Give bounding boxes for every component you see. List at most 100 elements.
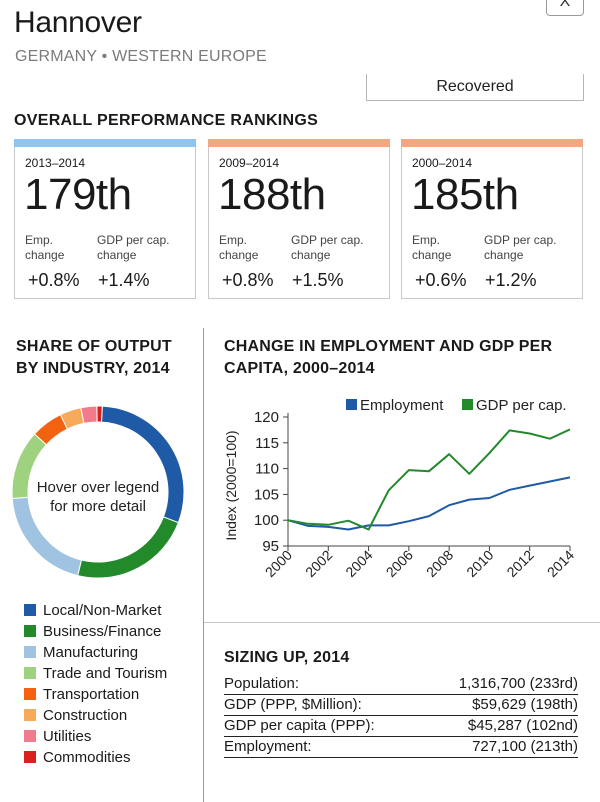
legend-item[interactable]: Utilities — [24, 729, 91, 749]
emp-change-label: Emp. change — [25, 233, 65, 262]
x-tick-label: 2010 — [463, 547, 496, 580]
legend-label: Construction — [43, 707, 128, 724]
donut-slice — [80, 405, 98, 425]
gdp-change-label: GDP per cap. change — [97, 233, 170, 262]
legend-label: Commodities — [43, 749, 131, 766]
legend-label: Trade and Tourism — [43, 665, 168, 682]
sizing-value: 727,100 (213th) — [472, 738, 578, 755]
legend-item[interactable]: Manufacturing — [24, 645, 138, 665]
gdp-change-value: +1.5% — [292, 270, 344, 290]
legend-swatch — [24, 730, 36, 742]
x-tick-label: 2002 — [302, 547, 335, 580]
gdp-change-label: GDP per cap. change — [291, 233, 364, 262]
x-tick-label: 2006 — [383, 547, 416, 580]
change-title-line1: CHANGE IN EMPLOYMENT AND GDP PER — [224, 338, 553, 355]
share-of-output-title: SHARE OF OUTPUT BY INDUSTRY, 2014 — [16, 336, 172, 380]
share-title-line1: SHARE OF OUTPUT — [16, 338, 172, 355]
series-line-gdp-per-cap — [287, 428, 571, 531]
employment-gdp-line-chart: Employment GDP per cap. 95 100 105 110 115 120 I… — [223, 397, 577, 580]
legend-swatch — [24, 688, 36, 700]
ranking-card-2009-2014: 2009–2014 188th Emp. change GDP per cap.… — [208, 139, 390, 299]
emp-change-label: Emp. change — [219, 233, 259, 262]
change-chart-title: CHANGE IN EMPLOYMENT AND GDP PER CAPITA,… — [224, 336, 552, 380]
emp-change-label: Emp. change — [412, 233, 452, 262]
emp-change-value: +0.6% — [415, 270, 467, 290]
y-tick-label: 105 — [254, 486, 279, 503]
x-tick-label: 2012 — [503, 547, 536, 580]
legend-item[interactable]: Business/Finance — [24, 624, 161, 644]
card-accent-bar — [14, 139, 196, 147]
gdp-change-value: +1.2% — [485, 270, 537, 290]
chart-legend-swatch — [462, 399, 473, 410]
emp-change-value: +0.8% — [28, 270, 80, 290]
card-rank: 179th — [24, 170, 132, 219]
y-tick-label: 120 — [254, 409, 279, 426]
close-button[interactable]: X — [546, 0, 584, 16]
sizing-row-population: Population: 1,316,700 (233rd) — [224, 674, 578, 695]
legend-label: Utilities — [43, 728, 92, 745]
y-tick-label: 115 — [255, 435, 279, 452]
chart-legend-label: GDP per cap. — [476, 397, 567, 414]
legend-swatch — [24, 604, 36, 616]
legend-swatch — [24, 667, 36, 679]
legend-swatch — [24, 709, 36, 721]
chart-legend-label: Employment — [360, 397, 444, 414]
x-tick-label: 2004 — [342, 547, 375, 580]
hover-hint-line2: for more detail — [50, 498, 146, 515]
sizing-label: Employment: — [224, 738, 312, 755]
legend-item[interactable]: Local/Non-Market — [24, 603, 161, 623]
sizing-label: GDP (PPP, $Million): — [224, 696, 362, 713]
card-accent-bar — [208, 139, 390, 147]
legend-item[interactable]: Transportation — [24, 687, 139, 707]
legend-label: Transportation — [43, 686, 140, 703]
donut-slice — [77, 516, 180, 579]
emp-change-value: +0.8% — [222, 270, 274, 290]
status-badge: Recovered — [366, 74, 584, 101]
donut-slice — [96, 405, 103, 423]
x-tick-label: 2014 — [544, 547, 577, 580]
legend-label: Business/Finance — [43, 623, 162, 640]
ranking-card-2000-2014: 2000–2014 185th Emp. change GDP per cap.… — [401, 139, 583, 299]
gdp-change-label: GDP per cap. change — [484, 233, 557, 262]
sizing-value: $59,629 (198th) — [472, 696, 578, 713]
gdp-change-value: +1.4% — [98, 270, 150, 290]
card-rank: 188th — [218, 170, 326, 219]
page-subtitle: GERMANY • WESTERN EUROPE — [15, 48, 267, 65]
page-title: Hannover — [14, 6, 142, 39]
card-period: 2000–2014 — [412, 156, 473, 170]
sizing-up-title: SIZING UP, 2014 — [224, 649, 350, 666]
y-tick-label: 110 — [255, 461, 279, 478]
y-tick-label: 100 — [254, 512, 279, 529]
legend-item[interactable]: Commodities — [24, 750, 131, 770]
legend-swatch — [24, 751, 36, 763]
card-period: 2009–2014 — [219, 156, 280, 170]
hover-hint-line1: Hover over legend — [36, 479, 160, 496]
sizing-row-gdp: GDP (PPP, $Million): $59,629 (198th) — [224, 695, 578, 716]
y-tick-label: 95 — [262, 538, 279, 555]
x-tick-label: 2008 — [423, 547, 456, 580]
legend-label: Manufacturing — [43, 644, 139, 661]
sizing-value: 1,316,700 (233rd) — [458, 675, 578, 692]
ranking-card-2013-2014: 2013–2014 179th Emp. change GDP per cap.… — [14, 139, 196, 299]
legend-item[interactable]: Trade and Tourism — [24, 666, 167, 686]
chart-legend-swatch — [346, 399, 357, 410]
change-title-line2: CAPITA, 2000–2014 — [224, 360, 375, 377]
legend-label: Local/Non-Market — [43, 602, 162, 619]
series-line-employment — [287, 476, 571, 531]
share-title-line2: BY INDUSTRY, 2014 — [16, 360, 170, 377]
card-rank: 185th — [411, 170, 519, 219]
donut-hover-hint: Hover over legend for more detail — [26, 478, 170, 516]
card-accent-bar — [401, 139, 583, 147]
legend-swatch — [24, 646, 36, 658]
sizing-row-gdp-per-capita: GDP per capita (PPP): $45,287 (102nd) — [224, 716, 578, 737]
sizing-label: GDP per capita (PPP): — [224, 717, 375, 734]
y-axis-label: Index (2000=100) — [223, 430, 239, 540]
card-period: 2013–2014 — [25, 156, 86, 170]
legend-swatch — [24, 625, 36, 637]
legend-item[interactable]: Construction — [24, 708, 127, 728]
industry-donut-chart — [11, 405, 185, 579]
sizing-row-employment: Employment: 727,100 (213th) — [224, 737, 578, 758]
sizing-label: Population: — [224, 675, 300, 692]
section-divider — [204, 622, 600, 623]
sizing-value: $45,287 (102nd) — [467, 717, 578, 734]
